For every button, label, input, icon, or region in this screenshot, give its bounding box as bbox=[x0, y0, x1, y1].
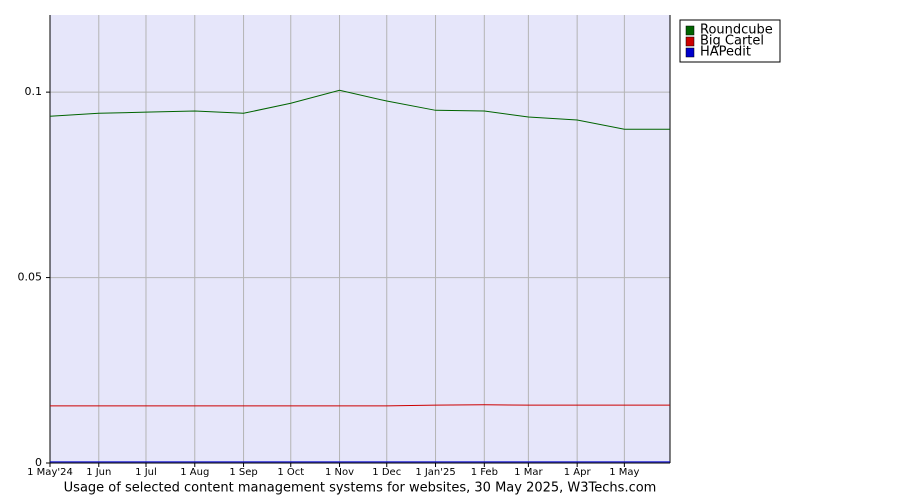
legend-swatch bbox=[685, 25, 695, 36]
x-tick-label: 1 Jan'25 bbox=[415, 467, 455, 478]
caption: Usage of selected content management sys… bbox=[64, 481, 657, 496]
y-tick-label: 0 bbox=[35, 456, 42, 469]
x-tick-label: 1 May bbox=[609, 467, 639, 478]
series-line bbox=[49, 89, 670, 130]
x-tick-label: 1 Dec bbox=[372, 467, 401, 478]
legend-box bbox=[679, 19, 781, 63]
series-line bbox=[50, 404, 670, 407]
x-tick-label: 1 Sep bbox=[229, 467, 257, 478]
x-tick-label: 1 Jul bbox=[135, 467, 157, 478]
legend-label: HAPedit bbox=[700, 45, 751, 60]
x-tick-label: 1 Nov bbox=[325, 467, 354, 478]
y-tick-label: 0.1 bbox=[25, 85, 43, 98]
x-tick-label: 1 May'24 bbox=[27, 467, 73, 478]
legend-swatch bbox=[685, 47, 695, 58]
legend-label: Roundcube bbox=[700, 23, 773, 38]
x-tick-label: 1 Aug bbox=[180, 467, 209, 478]
x-tick-label: 1 Apr bbox=[564, 467, 592, 478]
x-tick-label: 1 Mar bbox=[514, 467, 543, 478]
x-tick-label: 1 Feb bbox=[471, 467, 498, 478]
plot-area bbox=[50, 15, 670, 463]
x-tick-label: 1 Oct bbox=[277, 467, 304, 478]
x-tick-label: 1 Jun bbox=[86, 467, 111, 478]
legend-label: Big Cartel bbox=[700, 34, 764, 49]
y-tick-label: 0.05 bbox=[18, 271, 43, 284]
legend-swatch bbox=[685, 36, 695, 47]
